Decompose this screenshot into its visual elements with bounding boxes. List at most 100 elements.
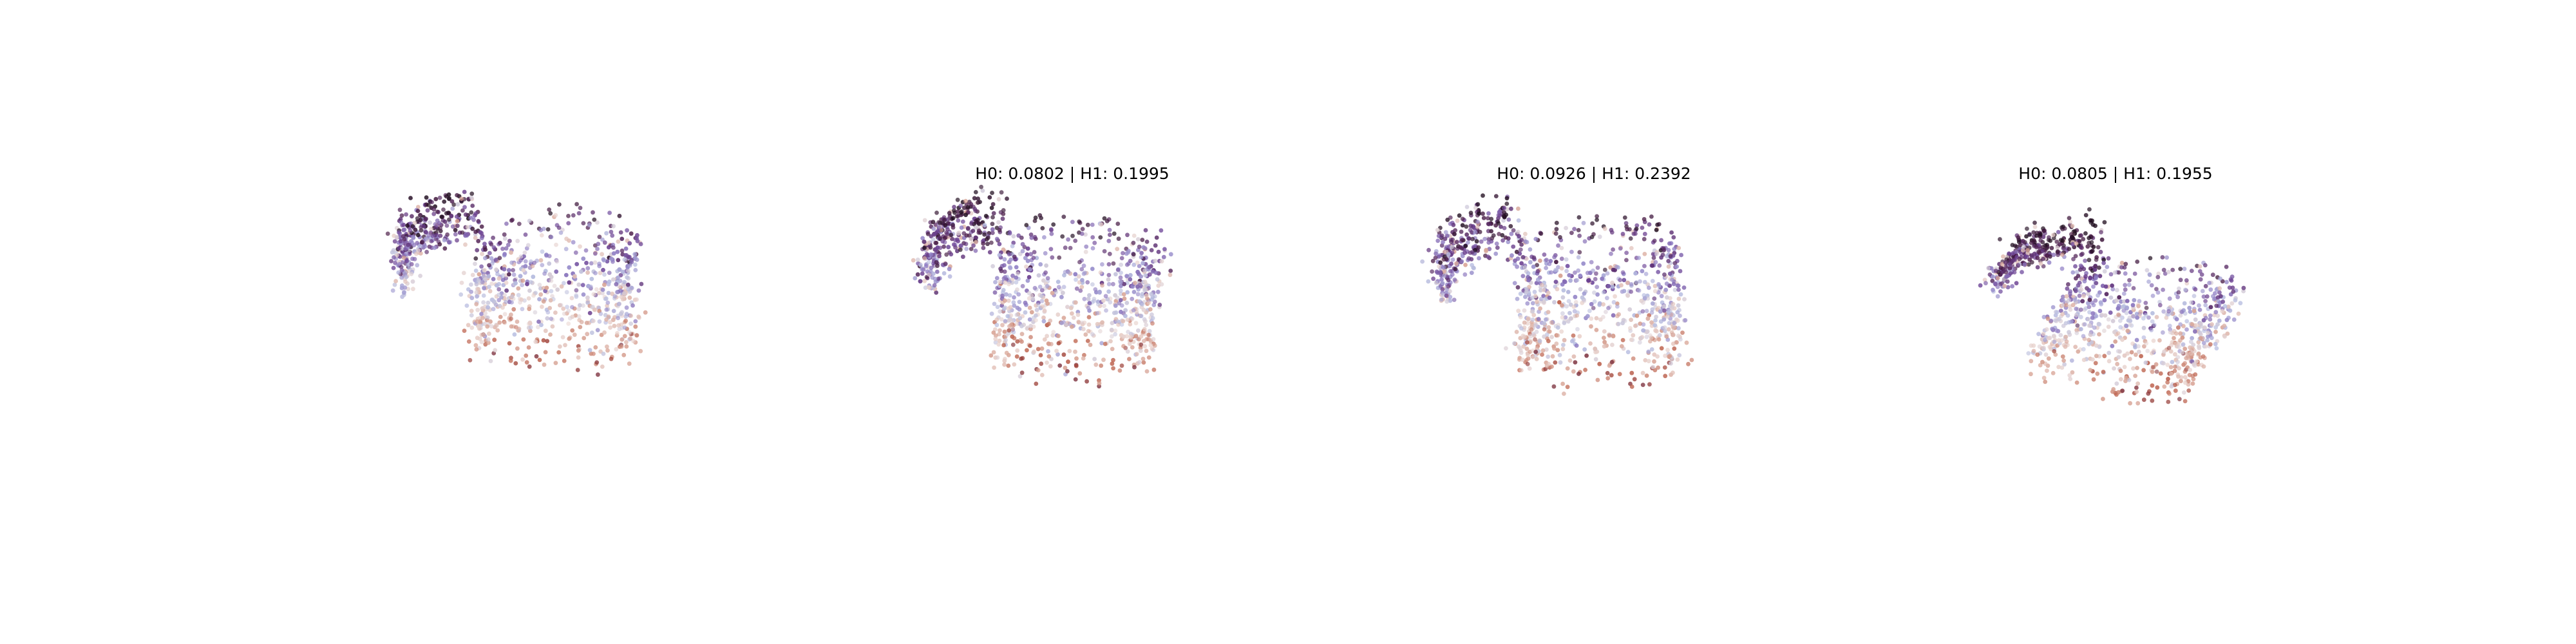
- scatter-point: [451, 202, 457, 207]
- scatter-point: [1133, 334, 1139, 339]
- scatter-point: [574, 288, 579, 293]
- scatter-point: [553, 213, 558, 218]
- scatter-point: [1001, 343, 1006, 348]
- scatter-point: [2078, 314, 2083, 319]
- scatter-point: [1115, 319, 1120, 324]
- scatter-point: [518, 300, 522, 305]
- scatter-point: [1473, 205, 1478, 211]
- scatter-point: [1482, 236, 1488, 242]
- scatter-point: [2134, 337, 2139, 343]
- scatter-point: [1155, 289, 1160, 294]
- scatter-point: [616, 275, 620, 280]
- scatter-point: [981, 241, 986, 246]
- scatter-point: [604, 317, 609, 322]
- scatter-point: [556, 225, 562, 230]
- scatter-point: [2124, 375, 2128, 381]
- scatter-point: [1624, 258, 1629, 263]
- scatter-point: [411, 287, 415, 292]
- scatter-point: [402, 237, 407, 242]
- scatter-point: [1531, 255, 1537, 260]
- scatter-point: [947, 267, 952, 272]
- scatter-point: [1565, 366, 1570, 371]
- scatter-point: [605, 259, 610, 264]
- scatter-point: [2089, 249, 2094, 254]
- scatter-point: [2217, 286, 2222, 291]
- scatter-point: [493, 348, 498, 353]
- scatter-point: [627, 263, 632, 268]
- scatter-point: [997, 338, 1002, 343]
- scatter-point: [1028, 252, 1034, 257]
- scatter-point: [466, 339, 471, 344]
- scatter-point: [1649, 214, 1654, 219]
- scatter-point: [442, 246, 448, 251]
- scatter-point: [1539, 231, 1544, 236]
- scatter-point: [1111, 366, 1115, 371]
- scatter-point: [2093, 361, 2098, 366]
- scatter-point: [1523, 294, 1528, 299]
- scatter-point: [1597, 361, 1602, 366]
- scatter-point: [1525, 340, 1530, 345]
- scatter-point: [1655, 354, 1660, 359]
- scatter-point: [561, 307, 566, 311]
- scatter-point: [538, 227, 544, 232]
- scatter-point: [547, 261, 552, 266]
- scatter-point: [515, 238, 520, 243]
- scatter-point: [1533, 350, 1539, 354]
- scatter-point: [1077, 371, 1083, 376]
- scatter-point: [1146, 332, 1151, 337]
- scatter-point: [1486, 237, 1492, 242]
- scatter-point: [1446, 278, 1451, 283]
- scatter-point: [1659, 346, 1664, 351]
- scatter-point: [1061, 285, 1066, 289]
- scatter-point: [932, 232, 936, 237]
- scatter-point: [562, 359, 567, 363]
- scatter-point: [1010, 273, 1015, 278]
- scatter-point: [1493, 251, 1499, 256]
- scatter-point: [2029, 343, 2034, 348]
- scatter-point: [1653, 260, 1658, 265]
- scatter-point: [473, 261, 477, 266]
- scatter-point: [491, 299, 497, 304]
- scatter-point: [1631, 356, 1636, 361]
- scatter-point: [476, 219, 481, 223]
- scatter-point: [574, 261, 580, 267]
- scatter-point: [2183, 399, 2188, 404]
- scatter-point: [1528, 260, 1533, 265]
- scatter-point: [527, 218, 532, 223]
- scatter-point: [1039, 346, 1045, 351]
- scatter-point: [2134, 352, 2138, 357]
- scatter-point: [487, 263, 491, 268]
- scatter-point: [2115, 361, 2120, 366]
- scatter-point: [1046, 349, 1050, 354]
- scatter-point: [1544, 317, 1548, 322]
- scatter-point: [477, 336, 482, 341]
- scatter-point: [1119, 262, 1123, 267]
- scatter-point: [1582, 291, 1587, 296]
- scatter-point: [1664, 334, 1669, 339]
- scatter-point: [1573, 294, 1578, 299]
- scatter-point: [1666, 327, 1671, 332]
- scatter-point: [1484, 247, 1489, 252]
- scatter-point: [1526, 317, 1531, 321]
- scatter-point: [585, 295, 590, 300]
- scatter-point: [1049, 231, 1054, 236]
- scatter-point: [1556, 243, 1560, 248]
- scatter-point: [1040, 226, 1045, 231]
- scatter-point: [2164, 255, 2170, 260]
- scatter-point: [483, 277, 488, 282]
- scatter-point: [547, 306, 553, 310]
- scatter-point: [2094, 343, 2099, 348]
- scatter-point: [2087, 207, 2092, 212]
- scatter-point: [1602, 339, 1607, 345]
- scatter-point: [567, 280, 572, 285]
- scatter-point: [571, 240, 576, 245]
- scatter-point: [620, 236, 625, 242]
- scatter-point: [597, 263, 602, 269]
- scatter-point: [990, 264, 995, 269]
- scatter-point: [1534, 281, 1539, 285]
- scatter-point: [610, 291, 614, 296]
- scatter-point: [1591, 306, 1596, 310]
- scatter-point: [1027, 317, 1032, 322]
- scatter-point: [1550, 354, 1555, 359]
- scatter-point: [2157, 303, 2163, 308]
